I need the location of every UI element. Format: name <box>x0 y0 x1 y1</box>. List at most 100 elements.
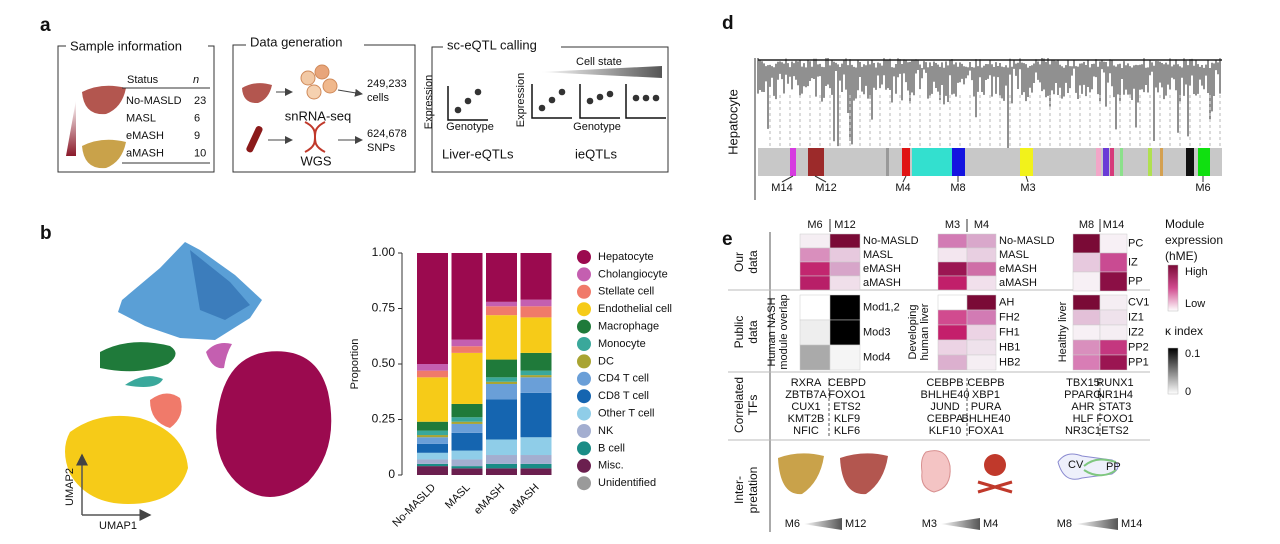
module-label: M14 <box>771 182 792 194</box>
liver-icon <box>242 83 272 104</box>
bar-segment <box>486 455 517 464</box>
table-cell: 9 <box>194 130 200 142</box>
bar-segment <box>417 466 448 475</box>
legend-title: Module <box>1165 217 1205 231</box>
legend-label: Stellate cell <box>598 286 654 298</box>
module-label: M8 <box>950 182 965 194</box>
module-segment <box>808 148 824 176</box>
bar-segment <box>417 430 448 436</box>
legend-swatch <box>577 406 591 421</box>
legend-label: Endothelial cell <box>598 303 672 315</box>
mini-dot <box>474 88 482 96</box>
heatmap-cell <box>829 275 861 291</box>
bar-segment <box>486 381 517 384</box>
module-segment <box>1110 148 1114 176</box>
mini-axis <box>625 84 666 119</box>
bar-segment <box>451 403 483 418</box>
axis-title: UMAP1 <box>99 520 137 532</box>
legend-label: NK <box>598 425 614 437</box>
heatmap-cell <box>937 233 968 249</box>
mini-dot <box>538 104 546 112</box>
bar-segment <box>417 443 448 453</box>
heatmap-cell <box>937 309 968 326</box>
table-cell: 10 <box>194 147 206 159</box>
legend-label: CD4 T cell <box>598 373 649 385</box>
heatmap-row-label: AH <box>999 296 1014 308</box>
heatmap-row-label: IZ2 <box>1128 326 1144 338</box>
bar-segment <box>520 437 552 456</box>
icon-label: PP <box>1106 461 1121 473</box>
heatmap-cell <box>799 294 831 321</box>
gradient-triangle <box>66 100 76 156</box>
tf-label: FOXA1 <box>968 425 1004 437</box>
heatmap-row-label: PC <box>1128 237 1143 249</box>
column-header: M12 <box>834 219 855 231</box>
column-header: M14 <box>1103 219 1124 231</box>
tf-label: FOXO1 <box>828 389 865 401</box>
box-title: Sample information <box>70 38 182 53</box>
bar-segment <box>520 455 552 464</box>
heatmap-cell <box>1099 309 1128 326</box>
x-tick-label: eMASH <box>472 482 507 517</box>
table-cell: 23 <box>194 95 206 107</box>
table-cell: MASL <box>126 112 156 124</box>
module-segment <box>1198 148 1210 176</box>
liver-icon <box>82 85 126 115</box>
table-cell: 6 <box>194 112 200 124</box>
mini-dot <box>606 90 614 98</box>
mini-dot <box>596 93 604 101</box>
count-unit: cells <box>367 92 390 104</box>
bar-segment <box>417 253 448 364</box>
heatmap-row-label: PP1 <box>1128 356 1149 368</box>
row-label: Inter- <box>732 476 746 504</box>
line <box>337 88 363 97</box>
legend-swatch <box>577 250 591 264</box>
column-header: M3 <box>945 219 960 231</box>
count: 624,678 <box>367 128 407 140</box>
source-label: Healthy liver <box>1057 301 1069 362</box>
bar-segment <box>520 392 552 438</box>
embryo-icon <box>921 450 951 493</box>
heatmap-cell <box>829 261 861 277</box>
tf-label: PPARG <box>1064 389 1102 401</box>
legend-swatch <box>577 389 591 404</box>
tf-label: NR1H4 <box>1097 389 1133 401</box>
bar-segment <box>417 364 448 371</box>
bar-segment <box>417 463 448 467</box>
module-segment <box>952 148 965 176</box>
bar-segment <box>417 452 448 460</box>
gradient-label: M3 <box>922 518 937 530</box>
legend-swatch <box>577 441 591 456</box>
cell-icon <box>306 84 322 100</box>
tf-label: BHLHE40 <box>921 389 970 401</box>
legend-label: Hepatocyte <box>598 251 654 263</box>
gradient-wedge <box>1075 518 1118 530</box>
cell-icon <box>300 70 316 86</box>
heatmap-cell <box>966 247 997 263</box>
y-tick-label: 0 <box>388 467 395 481</box>
row-label: Hepatocyte <box>725 89 740 155</box>
mini-dot <box>548 96 556 104</box>
legend-label: DC <box>598 355 614 367</box>
panel-label: e <box>722 229 733 250</box>
colorbar-label: 0 <box>1185 386 1191 398</box>
liver-icon <box>778 453 824 495</box>
heatmap-cell <box>799 261 831 277</box>
heatmap-cell <box>1072 309 1101 326</box>
heatmap-cell <box>937 275 968 291</box>
module-pointer <box>814 175 827 183</box>
heatmap-cell <box>1099 294 1128 311</box>
bar-segment <box>451 423 483 433</box>
module-pointer <box>902 175 907 183</box>
bar-segment <box>417 421 448 431</box>
heatmap-cell <box>1099 354 1128 371</box>
tf-label: ETS2 <box>833 401 861 413</box>
vessel-icon <box>1083 458 1117 477</box>
mini-axis <box>447 86 488 121</box>
legend-label: Unidentified <box>598 477 656 489</box>
tf-label: AHR <box>1071 401 1094 413</box>
heatmap-cell <box>829 233 861 249</box>
heatmap-cell <box>1072 233 1101 254</box>
tf-label: STAT3 <box>1099 401 1132 413</box>
legend-swatch <box>577 319 591 334</box>
